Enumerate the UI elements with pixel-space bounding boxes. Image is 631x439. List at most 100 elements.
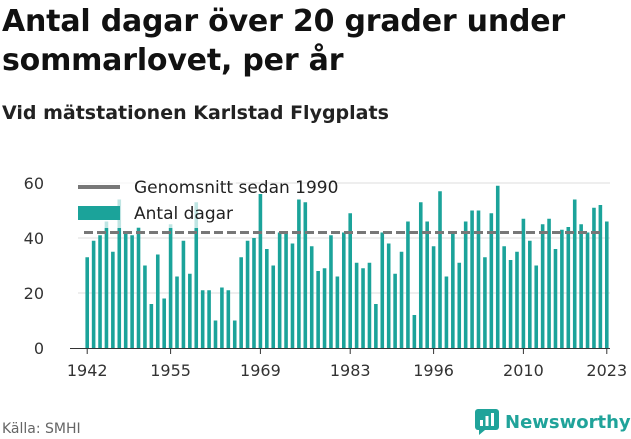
- bar-1956: [175, 276, 179, 348]
- bar-2009: [515, 251, 519, 348]
- bar-2016: [560, 229, 564, 348]
- bar-1983: [348, 213, 353, 348]
- bar-2018: [572, 199, 577, 348]
- bar-2015: [553, 249, 558, 348]
- bar-1969: [258, 194, 263, 348]
- y-tick-label: 40: [24, 229, 44, 248]
- newsworthy-logo-icon: [475, 409, 499, 435]
- bar-1970: [265, 249, 269, 348]
- bar-1955: [168, 224, 173, 348]
- bar-1948: [123, 232, 128, 348]
- bar-2005: [489, 213, 494, 348]
- bar-1972: [277, 232, 282, 348]
- bar-1968: [252, 238, 256, 348]
- bar-1984: [354, 262, 359, 348]
- bar-1962: [213, 320, 218, 348]
- bar-1997: [438, 191, 442, 348]
- bar-1971: [271, 265, 276, 348]
- legend-bars-swatch: [78, 206, 120, 220]
- x-tick-label: 1969: [240, 361, 281, 380]
- brand-logo[interactable]: Newsworthy: [475, 409, 631, 435]
- chart-title: Antal dagar över 20 grader under sommarl…: [2, 4, 566, 78]
- bar-1963: [220, 287, 224, 348]
- bar-1973: [284, 232, 288, 348]
- bar-1974: [290, 243, 295, 348]
- bar-2008: [508, 260, 513, 348]
- bar-2006: [495, 185, 500, 348]
- bar-2003: [476, 210, 481, 348]
- y-tick-label: 60: [24, 174, 44, 193]
- bar-1994: [418, 202, 423, 348]
- bar-1957: [181, 240, 186, 348]
- bar-2000: [457, 262, 462, 348]
- x-tick-label: 1996: [413, 361, 454, 380]
- bar-1989: [386, 243, 391, 348]
- bar-1978: [316, 271, 320, 348]
- x-tick-label: 2010: [503, 361, 544, 380]
- bar-1966: [239, 257, 243, 348]
- bar-2022: [598, 205, 603, 348]
- bar-1995: [425, 221, 429, 348]
- x-tick-label: 1983: [330, 361, 371, 380]
- bar-1952: [149, 304, 154, 348]
- bar-1999: [451, 232, 455, 348]
- bar-1945: [104, 221, 109, 348]
- bar-1992: [406, 221, 410, 348]
- bar-1950: [136, 227, 141, 348]
- axes: 0 20 40 60 1942 1955 1969 1983 1996 2010 2023: [24, 174, 628, 380]
- bar-1959: [194, 202, 199, 348]
- x-tick-label: 1955: [150, 361, 191, 380]
- brand-name: Newsworthy: [505, 411, 631, 433]
- bar-2004: [483, 257, 487, 348]
- bar-1949: [130, 235, 134, 348]
- bar-1961: [207, 290, 211, 348]
- bar-2007: [502, 246, 506, 348]
- bar-2012: [534, 265, 539, 348]
- bar-1943: [91, 240, 96, 348]
- legend: Genomsnitt sedan 1990 Antal dagar: [66, 178, 338, 228]
- bar-1964: [226, 290, 231, 348]
- bar-2010: [521, 218, 526, 348]
- bar-1965: [232, 320, 237, 348]
- bar-1958: [188, 273, 192, 348]
- chart-subtitle: Vid mätstationen Karlstad Flygplats: [2, 102, 389, 124]
- bar-1942: [85, 257, 90, 348]
- bar-2017: [566, 227, 571, 348]
- bar-1967: [245, 240, 250, 348]
- bar-1998: [444, 276, 449, 348]
- bar-1982: [341, 232, 346, 348]
- bar-2011: [528, 240, 532, 348]
- bar-2013: [540, 224, 545, 348]
- bar-2019: [579, 224, 583, 348]
- bar-1953: [155, 254, 160, 348]
- bar-1975: [297, 199, 301, 348]
- bar-2001: [463, 221, 468, 348]
- bar-1990: [393, 273, 397, 348]
- bar-1991: [399, 251, 404, 348]
- source-note: Källa: SMHI: [2, 421, 81, 437]
- bar-1954: [162, 298, 166, 348]
- bar-2021: [592, 207, 596, 348]
- bar-1951: [143, 265, 147, 348]
- legend-bars-label: Antal dagar: [134, 204, 233, 224]
- bar-1944: [98, 235, 102, 348]
- bar-1996: [431, 246, 436, 348]
- bars: [85, 185, 609, 348]
- bar-1985: [361, 268, 365, 348]
- bar-1988: [380, 232, 385, 348]
- bar-2002: [470, 210, 474, 348]
- bar-1977: [309, 246, 314, 348]
- bar-2023: [604, 221, 609, 348]
- bar-1979: [322, 268, 327, 348]
- legend-average-label: Genomsnitt sedan 1990: [134, 178, 338, 198]
- x-tick-label: 1942: [67, 361, 108, 380]
- y-tick-label: 0: [34, 339, 44, 358]
- bar-2020: [585, 232, 590, 348]
- bar-1946: [111, 251, 115, 348]
- y-tick-label: 20: [24, 284, 44, 303]
- bar-1986: [367, 262, 372, 348]
- x-tick-label: 2023: [586, 361, 627, 380]
- bar-1987: [374, 304, 378, 348]
- bar-1976: [303, 202, 308, 348]
